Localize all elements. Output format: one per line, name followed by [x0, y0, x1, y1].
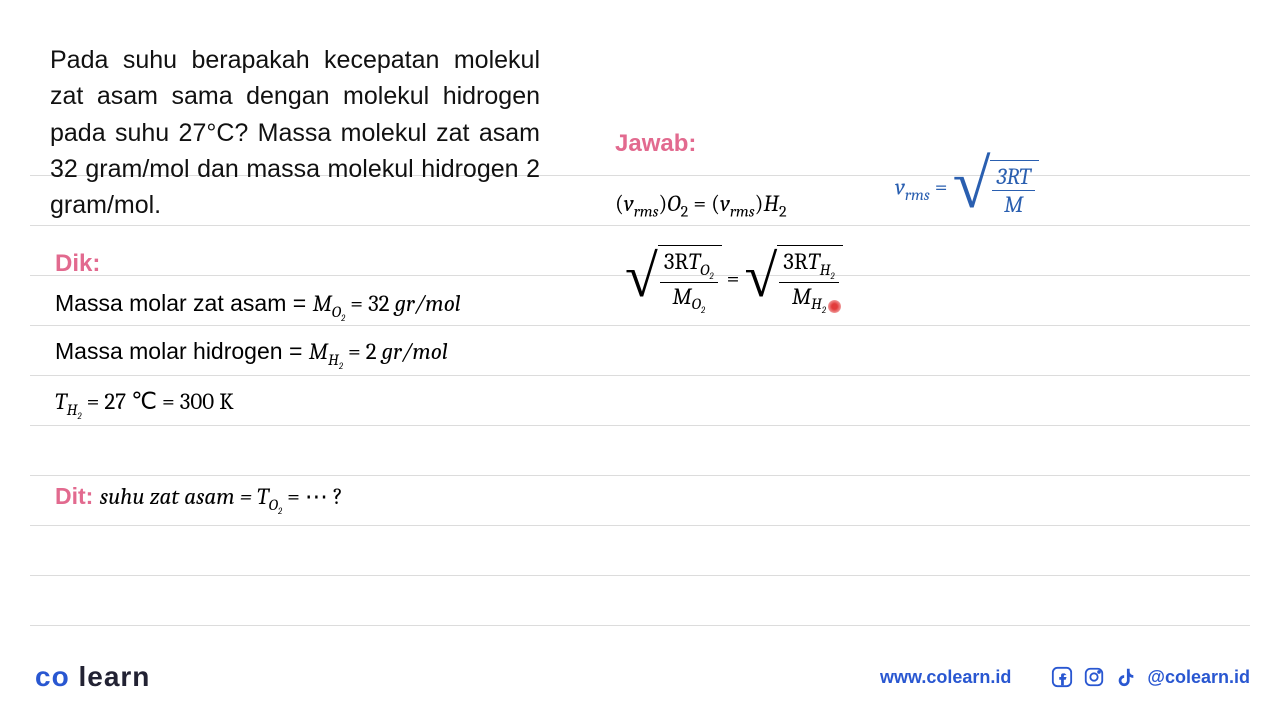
tiktok-icon — [1115, 666, 1137, 688]
dik-heading: Dik: — [55, 250, 100, 278]
rule — [30, 325, 1250, 326]
rule — [30, 375, 1250, 376]
given-molar-mass-h2: Massa molar hidrogen = MH2 = 2 gr/mol — [55, 338, 448, 372]
rule — [30, 225, 1250, 226]
question-text: Pada suhu berapakah kecepatan molekul za… — [50, 42, 540, 223]
rule — [30, 625, 1250, 626]
jawab-heading: Jawab: — [615, 130, 696, 158]
rule — [30, 425, 1250, 426]
social-links: www.colearn.id @colearn.id — [880, 666, 1250, 688]
instagram-icon — [1083, 666, 1105, 688]
rule — [30, 475, 1250, 476]
given-molar-mass-o2: Massa molar zat asam = MO2 = 32 gr/mol — [55, 290, 461, 324]
rule — [30, 575, 1250, 576]
dit-heading: Dit: — [55, 483, 93, 509]
rule — [30, 525, 1250, 526]
asked-row: Dit: suhu zat asam = TO2 = ⋯ ? — [55, 483, 343, 517]
brand-logo: co learn — [35, 661, 150, 693]
social-handle: @colearn.id — [1147, 667, 1250, 688]
equation-sqrt-equal: √ 3RTO2 MO2 = √ 3RTH2 MH2 — [625, 245, 843, 317]
given-temperature-h2: TH2 = 27 ℃ = 300 K — [55, 388, 234, 422]
formula-vrms-definition: vrms = √ 3RT M — [895, 160, 1039, 218]
pointer-dot-icon — [828, 300, 841, 313]
website-url: www.colearn.id — [880, 667, 1011, 688]
footer: co learn www.colearn.id @colearn.id — [35, 662, 1250, 692]
equation-vrms-equal: (vrms)O2 = (vrms)H2 — [615, 190, 787, 222]
facebook-icon — [1051, 666, 1073, 688]
